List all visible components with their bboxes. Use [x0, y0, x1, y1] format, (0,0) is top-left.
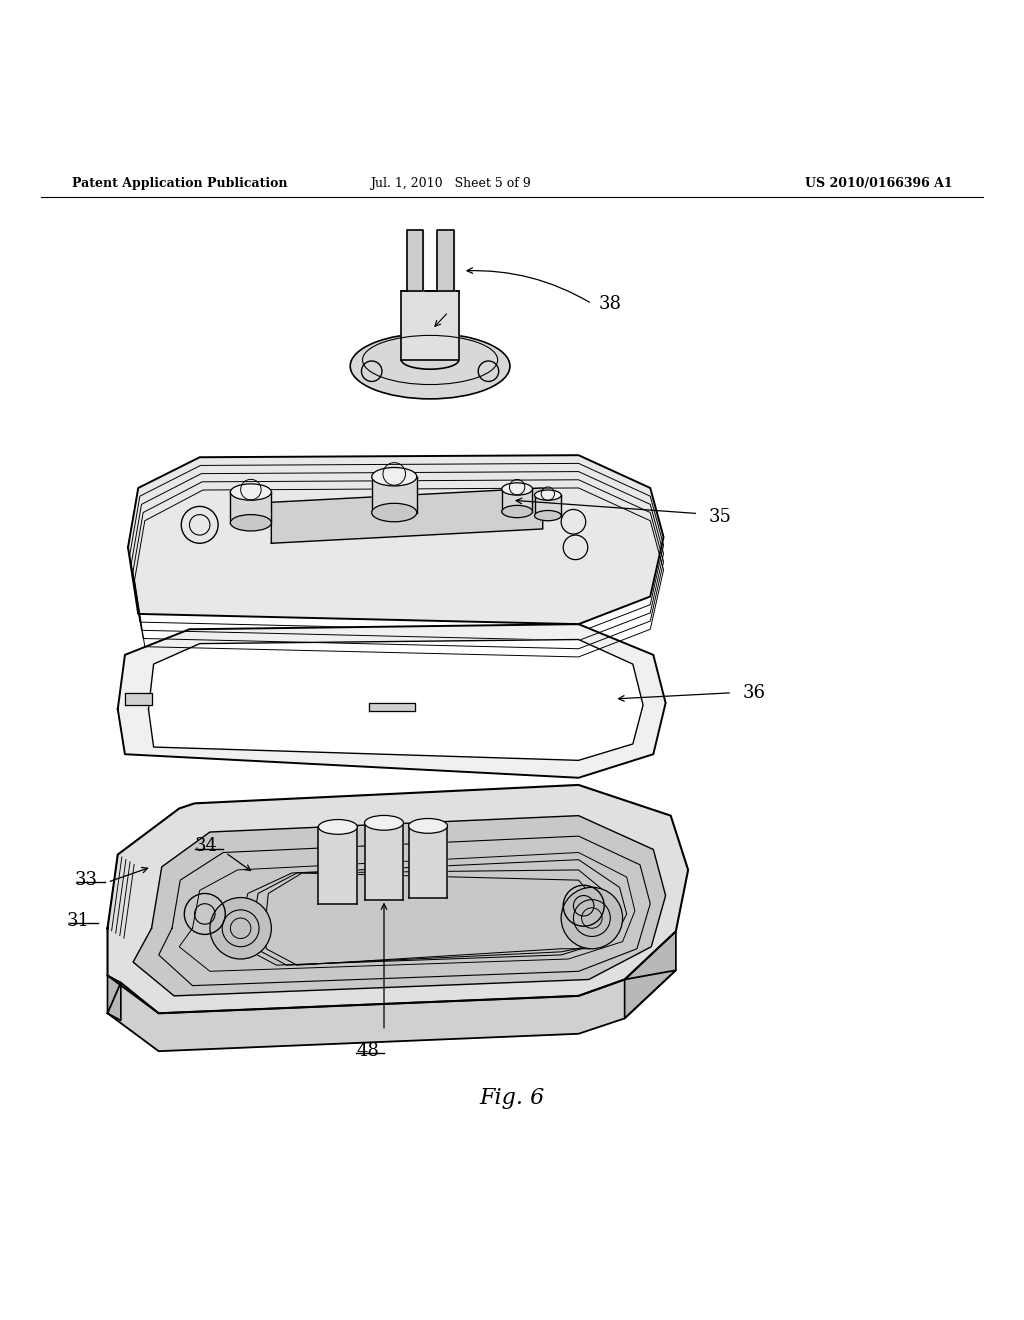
- Polygon shape: [271, 488, 543, 544]
- Ellipse shape: [535, 490, 561, 500]
- Ellipse shape: [350, 334, 510, 399]
- Text: 38: 38: [599, 294, 622, 313]
- Polygon shape: [535, 495, 561, 516]
- Polygon shape: [230, 492, 271, 523]
- Polygon shape: [401, 292, 459, 360]
- Polygon shape: [108, 975, 121, 1020]
- Circle shape: [210, 898, 271, 960]
- Text: Patent Application Publication: Patent Application Publication: [72, 177, 287, 190]
- Text: Jul. 1, 2010   Sheet 5 of 9: Jul. 1, 2010 Sheet 5 of 9: [371, 177, 530, 190]
- Ellipse shape: [372, 467, 417, 486]
- Ellipse shape: [502, 483, 532, 495]
- Ellipse shape: [502, 506, 532, 517]
- Text: 48: 48: [356, 1043, 379, 1060]
- Ellipse shape: [230, 484, 271, 500]
- Polygon shape: [125, 693, 152, 705]
- Polygon shape: [372, 477, 417, 512]
- Ellipse shape: [535, 511, 561, 520]
- Text: 36: 36: [742, 684, 765, 702]
- Ellipse shape: [230, 515, 271, 531]
- Polygon shape: [128, 455, 664, 624]
- Polygon shape: [318, 826, 357, 904]
- Text: US 2010/0166396 A1: US 2010/0166396 A1: [805, 177, 952, 190]
- Text: 35: 35: [709, 508, 731, 525]
- Polygon shape: [108, 785, 688, 1014]
- Polygon shape: [437, 230, 454, 292]
- Polygon shape: [365, 822, 403, 900]
- Text: 31: 31: [68, 912, 90, 931]
- Polygon shape: [133, 816, 666, 995]
- Polygon shape: [148, 639, 643, 760]
- Text: Fig. 6: Fig. 6: [479, 1088, 545, 1109]
- Text: 33: 33: [75, 871, 97, 890]
- Polygon shape: [409, 826, 447, 898]
- Ellipse shape: [318, 820, 357, 834]
- Text: 34: 34: [195, 837, 217, 855]
- Polygon shape: [108, 970, 676, 1051]
- Polygon shape: [369, 704, 415, 711]
- Ellipse shape: [372, 503, 417, 521]
- Polygon shape: [118, 624, 666, 777]
- Circle shape: [561, 887, 623, 949]
- Ellipse shape: [409, 818, 447, 833]
- Polygon shape: [407, 230, 423, 292]
- Polygon shape: [625, 932, 676, 1019]
- Ellipse shape: [365, 816, 403, 830]
- Polygon shape: [502, 488, 532, 512]
